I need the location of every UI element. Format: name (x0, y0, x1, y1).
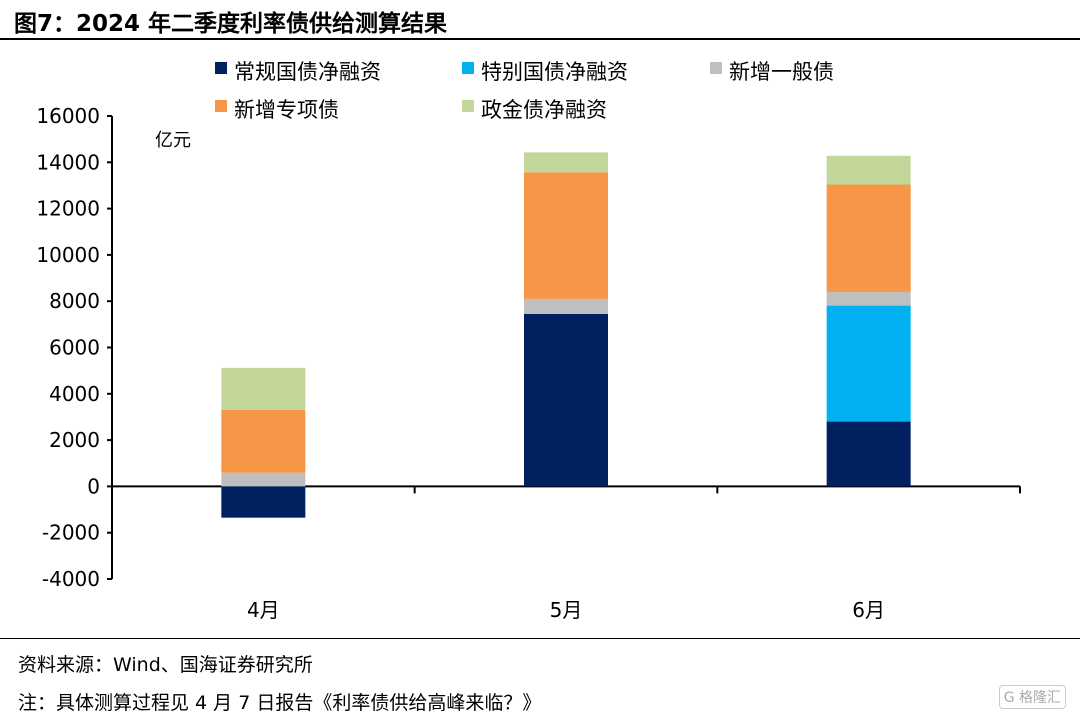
y-tick-label: 12000 (36, 197, 100, 221)
footnote: 注：具体测算过程见 4 月 7 日报告《利率债供给高峰来临？》 (18, 692, 542, 714)
legend-swatch (215, 100, 227, 112)
bar-segment (524, 313, 608, 487)
y-tick-label: 14000 (36, 150, 100, 174)
bar-segment (221, 410, 306, 473)
legend-label: 特别国债净融资 (481, 60, 628, 84)
y-tick-label: 8000 (49, 289, 100, 313)
y-tick-label: -4000 (42, 567, 100, 591)
bar-segment (524, 298, 608, 314)
bar-segment (826, 421, 911, 487)
bar-segment (221, 486, 306, 518)
watermark-logo: G 格隆汇 (998, 685, 1066, 709)
legend-swatch (215, 62, 227, 74)
y-tick-label: 10000 (36, 243, 100, 267)
footer-rule (0, 638, 1080, 639)
y-tick-label: 2000 (49, 428, 100, 452)
legend-swatch (710, 62, 722, 74)
legend-swatch (462, 62, 474, 74)
legend-label: 新增一般债 (729, 60, 834, 84)
bar-segment (221, 472, 306, 487)
title-rule (0, 38, 1080, 40)
x-tick-label: 5月 (550, 598, 583, 622)
y-tick-label: 6000 (49, 336, 100, 360)
bar-segment (524, 172, 608, 299)
legend-label: 政金债净融资 (481, 98, 607, 122)
x-tick-label: 4月 (247, 598, 280, 622)
bar-segment (826, 155, 911, 185)
legend-label: 常规国债净融资 (234, 60, 381, 84)
y-tick-label: -2000 (42, 521, 100, 545)
y-tick-label: 16000 (36, 104, 100, 128)
bar-segment (826, 291, 911, 306)
stacked-bar-chart: -4000 -2000 0 2000 4000 6000 8000 10000 12000 140… (36, 60, 1021, 622)
bar-segment (826, 184, 911, 292)
figure-title: 图7：2024 年二季度利率债供给测算结果 (14, 11, 448, 37)
y-unit-label: 亿元 (155, 130, 191, 151)
y-tick-label: 0 (87, 474, 100, 498)
bar-segment (221, 367, 306, 411)
legend-label: 新增专项债 (234, 98, 339, 122)
source-note: 资料来源：Wind、国海证券研究所 (18, 654, 313, 676)
y-tick-label: 4000 (49, 382, 100, 406)
x-tick-label: 6月 (852, 598, 885, 622)
bar-segment (524, 152, 608, 173)
bar-segment (826, 305, 911, 422)
legend-swatch (462, 100, 474, 112)
